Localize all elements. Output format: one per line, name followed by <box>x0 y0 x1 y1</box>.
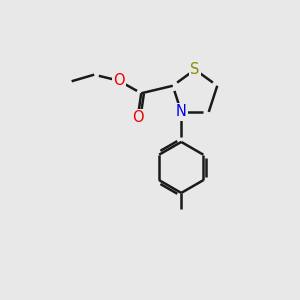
Text: O: O <box>132 110 143 125</box>
Text: O: O <box>113 73 124 88</box>
Text: S: S <box>190 62 200 77</box>
Text: N: N <box>176 104 187 119</box>
